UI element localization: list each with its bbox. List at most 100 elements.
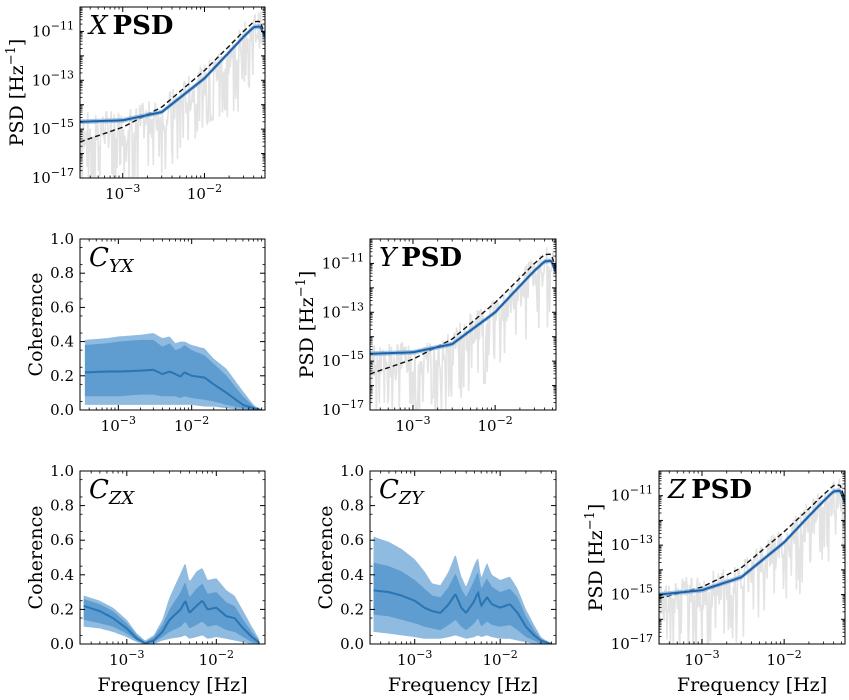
estimated-psd-line (80, 25, 265, 123)
y-axis-label: PSD [Hz−1] (4, 39, 28, 147)
tick-mantissa: 0.4 (50, 333, 74, 351)
tick-mantissa: 10 (322, 254, 341, 272)
tick-exponent: −3 (124, 182, 140, 195)
ylabel-close: ] (6, 39, 28, 46)
plot-area (370, 247, 556, 410)
y-tick-label: 10−11 (611, 484, 653, 505)
y-tick-label: 0.6 (50, 531, 74, 549)
y-tick-label: 0.4 (50, 566, 74, 584)
x-tick-label: 10−2 (199, 648, 234, 669)
tick-mantissa: 0.4 (50, 566, 74, 584)
true-psd-line (370, 253, 556, 375)
panel-title: X PSD (87, 11, 173, 41)
plot-area (659, 478, 845, 644)
tick-exponent: −17 (51, 166, 74, 179)
x-tick-label: 10−2 (174, 414, 209, 435)
median-coherence-line (83, 599, 260, 644)
y-axis-label: PSD [Hz−1] (294, 271, 318, 379)
tick-exponent: −15 (630, 583, 653, 596)
y-tick-label: 0.2 (340, 600, 364, 618)
y-tick-label: 0.6 (50, 298, 74, 316)
plot-area (84, 333, 262, 410)
y-tick-label: 0.2 (50, 600, 74, 618)
x-tick-label: 10−2 (766, 648, 801, 669)
y-tick-label: 10−13 (322, 300, 364, 321)
tick-mantissa: 0.4 (340, 566, 364, 584)
y-tick-label: 0.4 (50, 333, 74, 351)
ylabel-text: PSD [Hz (6, 65, 28, 146)
tick-exponent: −3 (416, 648, 432, 661)
inner-credible-band (84, 339, 262, 410)
y-tick-label: 10−17 (322, 398, 364, 419)
tick-mantissa: 10 (105, 185, 124, 203)
tick-mantissa: 10 (611, 487, 630, 505)
y-tick-label: 10−17 (32, 166, 74, 187)
tick-mantissa: 0.0 (50, 635, 74, 653)
tick-mantissa: 10 (187, 185, 206, 203)
plot-area (83, 564, 260, 644)
y-tick-label: 0.8 (50, 264, 74, 282)
axes-frame (79, 238, 266, 411)
plot-area (80, 11, 265, 178)
title-variable: Z (667, 475, 687, 505)
tick-mantissa: 0.6 (340, 531, 364, 549)
tick-exponent: −2 (786, 648, 802, 661)
ylabel-close: ] (585, 504, 607, 511)
true-psd-line (80, 20, 265, 143)
panel-title: Y PSD (379, 243, 462, 273)
y-tick-label: 0.0 (50, 635, 74, 653)
x-tick-label: 10−3 (395, 414, 430, 435)
title-psd: PSD (691, 475, 752, 505)
tick-mantissa: 0.2 (340, 600, 364, 618)
tick-exponent: −2 (206, 182, 222, 195)
title-subscript: ZX (108, 488, 136, 509)
y-tick-label: 0.0 (50, 401, 74, 419)
ylabel-close: ] (296, 271, 318, 278)
y-axis-label: Coherence (25, 506, 47, 610)
tick-exponent: −3 (414, 414, 430, 427)
tick-exponent: −2 (218, 648, 234, 661)
tick-mantissa: 10 (322, 401, 341, 419)
x-axis-label: Frequency [Hz] (388, 674, 538, 696)
ylabel-text: PSD [Hz (296, 297, 318, 378)
inner-credible-band (373, 562, 552, 644)
y-tick-label: 10−13 (611, 533, 653, 554)
title-variable: X (87, 11, 109, 41)
tick-mantissa: 0.8 (50, 264, 74, 282)
y-tick-label: 10−11 (32, 19, 74, 40)
axes-frame (369, 470, 557, 645)
x-tick-label: 10−3 (109, 648, 144, 669)
y-tick-label: 10−15 (322, 349, 364, 370)
y-tick-label: 0.2 (50, 367, 74, 385)
panel-title: Z PSD (667, 475, 752, 505)
tick-mantissa: 0.2 (50, 600, 74, 618)
estimated-psd-line (370, 259, 556, 355)
panel-title: CZX (89, 475, 135, 509)
tick-mantissa: 10 (477, 417, 496, 435)
tick-exponent: −17 (341, 398, 364, 411)
xlabel-text: Frequency [Hz] (388, 674, 538, 696)
tick-mantissa: 10 (174, 417, 193, 435)
title-psd: PSD (401, 243, 462, 273)
title-variable: C (379, 475, 399, 505)
tick-exponent: −11 (630, 484, 653, 497)
ylabel-text: PSD [Hz (585, 530, 607, 611)
x-tick-label: 10−3 (101, 414, 136, 435)
tick-mantissa: 10 (611, 586, 630, 604)
y-tick-label: 0.8 (340, 497, 364, 515)
tick-exponent: −3 (128, 648, 144, 661)
tick-mantissa: 10 (483, 651, 502, 669)
tick-exponent: −3 (120, 414, 136, 427)
panel-title: CZY (379, 475, 425, 509)
tick-mantissa: 10 (322, 303, 341, 321)
ylabel-text: Coherence (315, 506, 337, 610)
axes-frame (79, 6, 266, 179)
tick-exponent: −3 (703, 648, 719, 661)
tick-exponent: −11 (341, 251, 364, 264)
y-tick-label: 10−15 (611, 583, 653, 604)
tick-mantissa: 0.2 (50, 367, 74, 385)
tick-mantissa: 10 (101, 417, 120, 435)
